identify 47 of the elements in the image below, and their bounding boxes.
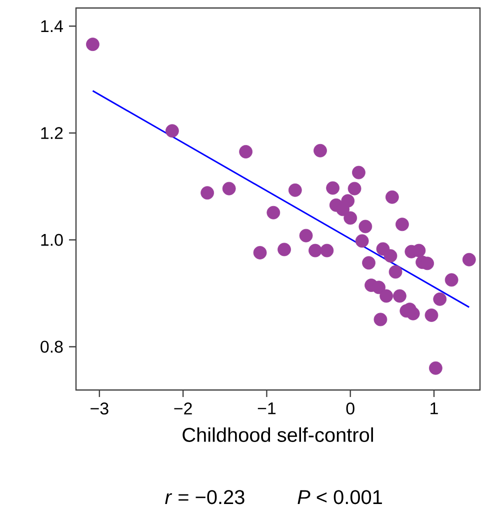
point: [388, 265, 402, 279]
point: [433, 292, 447, 306]
point: [86, 38, 100, 52]
x-axis-title: Childhood self-control: [182, 427, 373, 442]
point: [165, 124, 179, 138]
point: [200, 186, 214, 200]
x-tick-label: 0: [346, 402, 354, 415]
point: [462, 252, 476, 266]
point: [396, 218, 409, 232]
point: [374, 312, 388, 326]
point: [385, 190, 399, 204]
point: [326, 181, 340, 195]
point: [352, 166, 366, 180]
point: [372, 280, 386, 294]
y-tick-label: 1.0: [41, 234, 63, 246]
point: [424, 308, 438, 322]
text: P < 0.001: [298, 490, 382, 504]
point: [348, 182, 362, 196]
y-tick-label: 1.4: [41, 20, 63, 32]
point: [308, 244, 322, 258]
x-tick-label: −2: [174, 402, 192, 414]
y-tick-label: 0.8: [40, 340, 63, 353]
point: [253, 246, 267, 260]
point: [358, 220, 372, 234]
y-tick-label: 1.2: [41, 127, 63, 139]
point: [288, 183, 302, 197]
point: [444, 273, 458, 287]
point: [222, 182, 236, 196]
point: [239, 145, 252, 158]
point: [393, 289, 406, 303]
x-tick-label: 1: [430, 402, 438, 414]
point: [355, 234, 369, 248]
point: [344, 211, 358, 225]
point: [320, 244, 334, 258]
point: [380, 289, 394, 303]
point: [299, 228, 313, 242]
point: [412, 244, 426, 258]
point: [336, 202, 350, 216]
point: [266, 206, 280, 220]
point: [384, 249, 398, 263]
point: [314, 144, 327, 158]
text: r = −0.23: [165, 490, 244, 504]
x-tick-label: −3: [90, 402, 108, 415]
x-tick-label: −1: [258, 402, 276, 414]
point: [428, 361, 442, 375]
point: [362, 256, 376, 270]
point: [278, 242, 291, 256]
